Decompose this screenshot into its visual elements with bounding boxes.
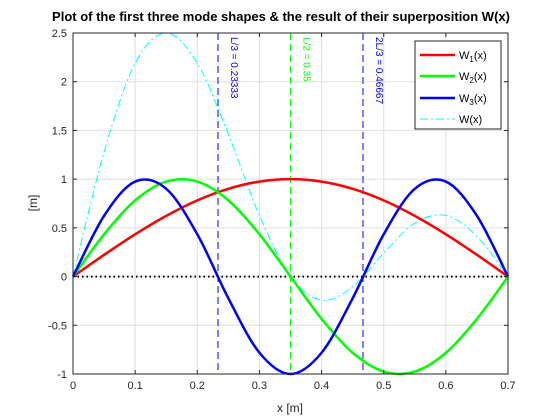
x-tick-label: 0.7	[500, 380, 515, 392]
chart-title: Plot of the first three mode shapes & th…	[52, 9, 510, 24]
legend: W1(x) W2(x) W3(x) W(x)	[414, 40, 502, 130]
y-tick-label: 2	[61, 77, 67, 89]
legend-label-1: W1(x)	[459, 50, 487, 64]
series-line-1	[72, 177, 509, 278]
legend-label-4: W(x)	[459, 114, 482, 126]
y-tick-label: 0.5	[52, 223, 67, 235]
y-tick-label: -0.5	[48, 320, 67, 332]
series-line-4	[72, 32, 509, 301]
x-tick-label: 0	[70, 380, 76, 392]
vline-label-2: L/2 = 0.35	[301, 37, 312, 82]
vline-label-3: 2L/3 = 0.46667	[373, 37, 384, 104]
series-line-2	[71, 177, 510, 376]
y-tick-label: 0	[61, 272, 67, 284]
x-tick-label: 0.1	[127, 380, 142, 392]
x-tick-label: 0.5	[376, 380, 391, 392]
y-tick-label: -1	[57, 369, 67, 381]
y-axis-label: [m]	[26, 195, 40, 212]
legend-label-2: W2(x)	[459, 71, 487, 85]
legend-label-3: W3(x)	[459, 93, 487, 107]
x-tick-label: 0.3	[252, 380, 267, 392]
x-tick-label: 0.4	[314, 380, 329, 392]
x-tick-label: 0.6	[438, 380, 453, 392]
vline-label-1: L/3 = 0.23333	[228, 37, 239, 99]
axes-box	[72, 32, 509, 375]
x-tick-label: 0.2	[190, 380, 205, 392]
y-tick-label: 1.5	[52, 125, 67, 137]
y-tick-label: 2.5	[52, 28, 67, 40]
y-tick-label: 1	[61, 174, 67, 186]
x-axis-label: x [m]	[277, 401, 303, 415]
